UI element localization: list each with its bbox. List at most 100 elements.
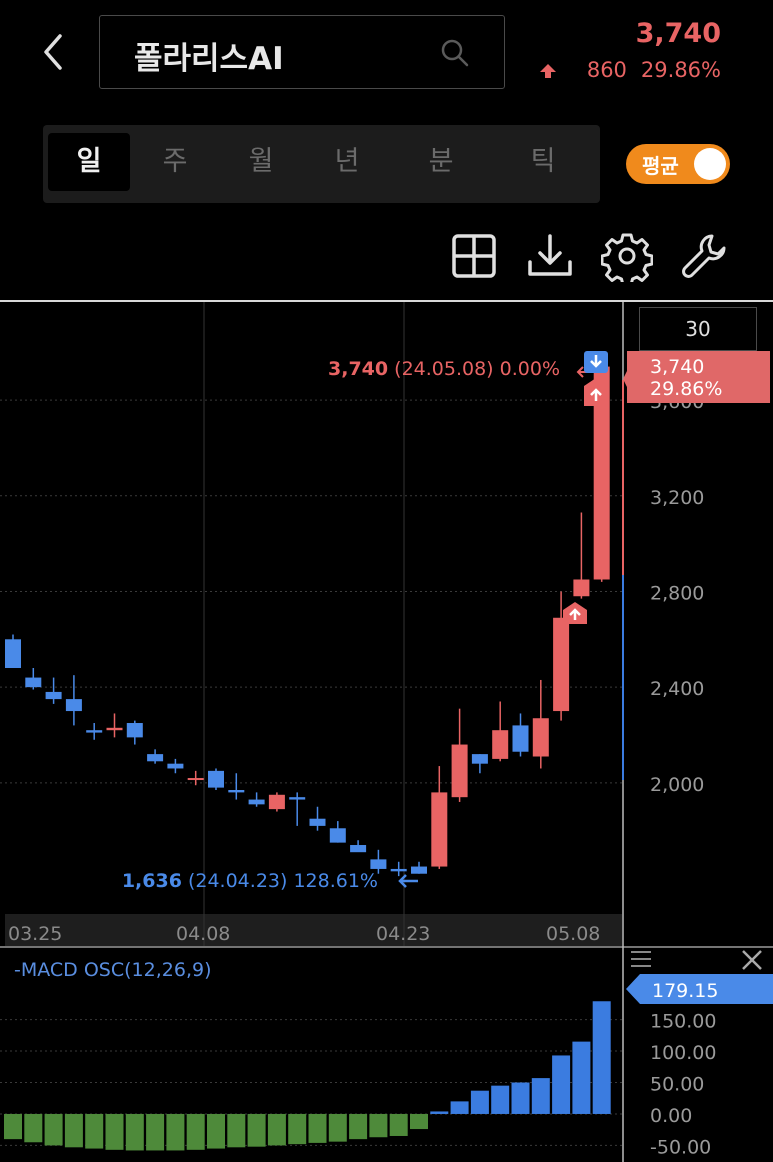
macd-menu-button[interactable]: [629, 948, 653, 970]
candle-body: [45, 691, 62, 700]
macd-value-text: 179.15: [652, 980, 718, 1002]
price-label-pct: 29.86%: [650, 378, 722, 400]
tab-year[interactable]: 년: [334, 146, 360, 177]
price-label-value: 3,740: [650, 356, 704, 378]
x-tick-label: 04.23: [376, 923, 430, 945]
candle-body: [248, 799, 265, 805]
candle-body: [350, 845, 367, 853]
candle-body: [268, 794, 285, 810]
candle-body: [370, 859, 387, 869]
candle-body: [228, 790, 245, 793]
candle: [86, 723, 103, 740]
stock-name: 폴라리스AI: [134, 41, 284, 77]
candle: [147, 749, 164, 764]
macd-bar: [450, 1101, 469, 1114]
buy-signal-icon[interactable]: [563, 602, 587, 624]
tab-tick[interactable]: 틱: [530, 146, 556, 177]
layout-button[interactable]: [448, 230, 500, 282]
macd-close-button[interactable]: [740, 948, 764, 972]
macd-y-tick-label: -50.00: [650, 1136, 711, 1158]
candle: [329, 821, 346, 843]
macd-bar: [85, 1113, 104, 1149]
candle-body: [147, 754, 164, 762]
candle: [512, 713, 529, 757]
y-tick-label: 2,400: [650, 678, 704, 700]
candle-body: [309, 818, 326, 826]
candle-body: [532, 718, 549, 757]
macd-bar: [44, 1113, 63, 1146]
candle-body: [25, 677, 42, 688]
stock-search-box[interactable]: 폴라리스AI: [99, 15, 505, 89]
candle: [65, 675, 82, 726]
macd-bar: [146, 1113, 165, 1151]
back-button[interactable]: [38, 30, 68, 74]
candle: [268, 792, 285, 812]
macd-bar: [288, 1113, 307, 1145]
macd-y-tick-label: 100.00: [650, 1042, 716, 1064]
macd-bar: [207, 1113, 225, 1149]
search-icon[interactable]: [440, 38, 470, 68]
tab-minute[interactable]: 분: [428, 146, 454, 177]
tab-month[interactable]: 월: [248, 146, 274, 177]
candle-body: [329, 828, 346, 843]
candle: [350, 840, 367, 853]
x-tick-label: 05.08: [546, 923, 600, 945]
current-price: 3,740: [635, 18, 721, 49]
macd-bar: [125, 1113, 144, 1151]
macd-bar: [430, 1111, 449, 1114]
candle: [167, 758, 184, 774]
macd-bar: [511, 1082, 530, 1114]
download-button[interactable]: [524, 230, 576, 282]
macd-bar: [308, 1113, 327, 1143]
candle: [5, 634, 21, 668]
candle: [248, 792, 265, 807]
candle-body: [86, 730, 103, 733]
y-tick-label: 2,800: [650, 582, 704, 604]
sell-signal-icon[interactable]: [584, 351, 608, 373]
macd-bar: [572, 1041, 591, 1114]
average-toggle[interactable]: 평균: [626, 144, 730, 184]
candle: [25, 668, 42, 690]
candle-body: [593, 366, 610, 580]
macd-bar: [531, 1078, 550, 1114]
macd-bar: [349, 1113, 368, 1140]
candle-body: [187, 778, 204, 781]
macd-bar: [369, 1113, 388, 1138]
macd-bar: [247, 1113, 266, 1147]
macd-y-tick-label: 0.00: [650, 1105, 692, 1127]
low-date: (24.04.23): [188, 870, 287, 892]
candle: [553, 591, 570, 721]
candle: [228, 773, 245, 800]
period-input[interactable]: 30: [639, 307, 757, 351]
tab-week[interactable]: 주: [162, 146, 188, 177]
candle-body: [553, 617, 570, 712]
candle-body: [471, 754, 488, 764]
candle-body: [106, 727, 123, 731]
period-tab-bar: 일 주 월 년 분 틱: [43, 125, 600, 203]
buy-signal-icon[interactable]: [584, 378, 608, 406]
candle-body: [65, 699, 82, 712]
macd-bar: [227, 1113, 246, 1148]
price-change-pct: 29.86%: [640, 58, 721, 82]
high-date: (24.05.08): [394, 358, 493, 380]
candle: [45, 677, 62, 704]
low-pct: 128.61%: [293, 870, 378, 892]
tools-button[interactable]: [678, 230, 730, 282]
tab-day[interactable]: 일: [48, 133, 130, 191]
candle: [471, 754, 488, 774]
candle-body: [289, 797, 306, 800]
candle-body: [431, 792, 448, 867]
macd-bar: [328, 1113, 347, 1142]
candle: [451, 708, 468, 802]
macd-y-tick-label: 50.00: [650, 1074, 704, 1096]
high-price: 3,740: [328, 358, 388, 380]
grid-icon: [452, 234, 496, 278]
macd-bar: [166, 1113, 185, 1151]
candle-body: [492, 730, 509, 759]
price-change-row: 860 29.86%: [539, 58, 721, 82]
wrench-icon: [682, 234, 726, 278]
macd-bar: [389, 1113, 408, 1136]
y-tick-label: 2,000: [650, 774, 704, 796]
macd-bar: [592, 1001, 611, 1114]
